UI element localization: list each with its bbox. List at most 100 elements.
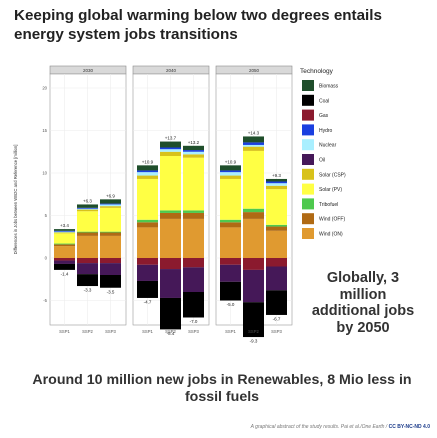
bar-segment [183, 145, 204, 151]
bar-segment [243, 144, 264, 147]
bar-segment [243, 142, 264, 145]
bar-segment [160, 297, 181, 330]
legend-swatch [302, 80, 314, 91]
bar-segment [160, 151, 181, 156]
bar-segment [243, 269, 264, 303]
bar-segment [183, 292, 204, 318]
total-pos-label: +3.4 [60, 223, 69, 228]
x-tick-label: SSP3 [188, 329, 199, 334]
bar-segment [183, 210, 204, 213]
bar-segment [100, 232, 121, 236]
bar-segment [54, 231, 75, 233]
legend-label: Solar (PV) [319, 187, 342, 193]
legend-swatch [302, 198, 314, 210]
legend-swatch [302, 154, 314, 165]
bar-segment [243, 150, 264, 209]
bar-segment [220, 165, 241, 171]
bar-segment [266, 178, 287, 182]
y-tick-label: 0 [45, 256, 48, 261]
x-tick-label: SSP2 [165, 329, 176, 334]
credit-text: A graphical abstract of the study result… [250, 424, 389, 430]
bar-segment [100, 275, 121, 288]
bar-segment [137, 280, 158, 298]
total-neg-label: -8.4 [167, 331, 175, 336]
legend-label: Tribofuel [319, 202, 338, 208]
bar-segment [100, 231, 121, 233]
legend-label: Oil [319, 158, 325, 164]
y-tick-label: 5 [45, 213, 48, 218]
bar-segment [77, 263, 98, 275]
bar-segment [54, 229, 75, 231]
legend-swatch [302, 109, 314, 121]
bar-segment [243, 212, 264, 219]
bar-segment [220, 175, 241, 179]
total-neg-label: -9.3 [250, 339, 258, 344]
bar-segment [77, 235, 98, 258]
bar-segment [137, 178, 158, 220]
bar-segment [160, 258, 181, 270]
bar-segment [77, 232, 98, 236]
bar-segment [137, 172, 158, 176]
total-pos-label: +13.7 [165, 136, 177, 141]
bar-segment [77, 231, 98, 233]
bar-segment [137, 219, 158, 223]
bar-segment [266, 183, 287, 186]
bar-segment [54, 263, 75, 270]
bar-segment [77, 274, 98, 287]
bar-segment [77, 208, 98, 210]
bar-segment [100, 203, 121, 205]
bar-segment [137, 170, 158, 173]
facet-label: 2030 [83, 68, 94, 73]
bar-segment [137, 258, 158, 265]
bar-segment [77, 209, 98, 212]
legend-label: Solar (CSP) [319, 172, 346, 178]
bar-segment [160, 210, 181, 213]
x-tick-label: SSP1 [142, 329, 153, 334]
total-pos-label: +10.9 [225, 159, 237, 164]
total-neg-label: -3.5 [107, 289, 115, 294]
legend-swatch [302, 94, 314, 106]
bar-segment [243, 302, 264, 338]
bar-segment [100, 207, 121, 232]
bar-segment [220, 170, 241, 173]
legend-label: Nuclear [319, 143, 337, 149]
y-tick-label: 10 [42, 171, 47, 176]
bar-segment [100, 263, 121, 275]
x-tick-label: SSP3 [105, 329, 116, 334]
bar-segment [160, 147, 181, 150]
bar-segment [266, 226, 287, 231]
bar-segment [220, 172, 241, 176]
legend-label: Gas [319, 113, 329, 119]
bar-segment [100, 258, 121, 264]
bar-segment [183, 151, 204, 155]
bar-segment [266, 266, 287, 291]
legend-swatch [302, 183, 314, 195]
facet-label: 2050 [249, 68, 260, 73]
legend-label: Wind (ON) [319, 232, 343, 238]
bar-segment [183, 154, 204, 158]
bar-segment [243, 208, 264, 213]
bar-segment [266, 290, 287, 315]
bar-segment [220, 178, 241, 220]
bar-segment [266, 258, 287, 267]
total-pos-label: +10.9 [142, 159, 154, 164]
total-pos-label: +6.3 [83, 198, 92, 203]
legend-label: Wind (OFF) [319, 217, 345, 223]
bar-segment [266, 230, 287, 258]
bar-segment [100, 199, 121, 204]
bar-segment [183, 212, 204, 219]
bar-segment [100, 204, 121, 207]
total-neg-label: -6.7 [273, 316, 281, 321]
credit-line: A graphical abstract of the study result… [60, 424, 430, 430]
bar-segment [243, 218, 264, 258]
legend-swatch [302, 168, 314, 180]
x-tick-label: SSP1 [59, 329, 70, 334]
legend-label: Hydro [319, 128, 333, 134]
bar-segment [220, 222, 241, 228]
bar-segment [266, 185, 287, 190]
bar-segment [266, 224, 287, 227]
bar-segment [54, 244, 75, 247]
page-title: Keeping global warming below two degrees… [14, 7, 382, 43]
legend-swatch [302, 124, 314, 136]
globally-note: Globally, 3 million additional jobs by 2… [311, 270, 415, 336]
